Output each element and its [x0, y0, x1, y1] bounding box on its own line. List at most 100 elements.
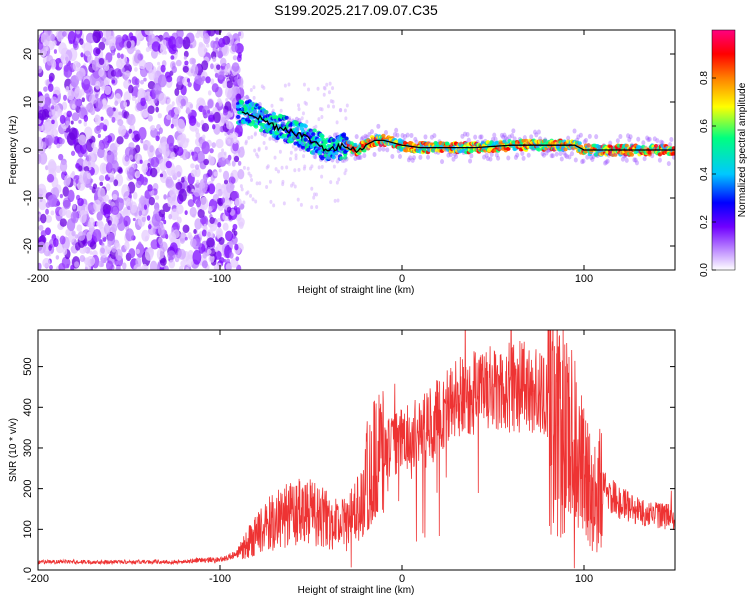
heatmap-cell: [536, 147, 542, 152]
heatmap-cell: [558, 151, 563, 157]
heatmap-cell: [273, 155, 277, 160]
heatmap-cell: [294, 116, 299, 122]
heatmap-cell: [289, 150, 293, 155]
heatmap-cell: [144, 247, 154, 261]
heatmap-cell: [299, 202, 303, 207]
heatmap-cell: [135, 243, 145, 258]
heatmap-cell: [258, 128, 264, 133]
heatmap-cell: [48, 111, 52, 116]
heatmap-cell: [215, 189, 219, 195]
heatmap-cell: [266, 164, 270, 169]
heatmap-cell: [222, 170, 230, 181]
heatmap-cell: [182, 65, 189, 73]
heatmap-cell: [96, 221, 100, 227]
heatmap-cell: [170, 151, 176, 160]
heatmap-cell: [98, 260, 104, 268]
spectrogram-y-axis-label: Frequency (Hz): [8, 116, 19, 185]
heatmap-cell: [141, 163, 149, 173]
heatmap-cell: [195, 199, 202, 208]
heatmap-cell: [344, 136, 349, 141]
heatmap-cell: [645, 135, 650, 141]
heatmap-cell: [147, 115, 153, 122]
heatmap-cell: [175, 181, 183, 190]
heatmap-cell: [125, 228, 135, 242]
heatmap-cell: [159, 158, 167, 172]
heatmap-cell: [183, 56, 187, 60]
heatmap-cell: [251, 197, 255, 202]
heatmap-cell: [107, 240, 112, 247]
heatmap-cell: [138, 89, 146, 99]
heatmap-cell: [205, 76, 211, 84]
heatmap-cell: [141, 216, 147, 223]
heatmap-cell: [114, 100, 119, 106]
heatmap-cell: [77, 231, 86, 241]
heatmap-cell: [217, 157, 227, 168]
heatmap-cell: [182, 224, 190, 233]
heatmap-cell: [167, 115, 172, 121]
heatmap-cell: [671, 151, 675, 156]
heatmap-cell: [224, 131, 228, 136]
heatmap-cell: [668, 142, 673, 148]
heatmap-cell: [123, 91, 131, 104]
heatmap-cell: [132, 191, 138, 200]
heatmap-cell: [462, 131, 467, 137]
heatmap-cell: [187, 232, 192, 239]
heatmap-cell: [432, 133, 437, 139]
heatmap-cell: [406, 157, 411, 163]
heatmap-cell: [510, 133, 515, 139]
heatmap-cell: [157, 74, 167, 88]
heatmap-cell: [496, 155, 501, 161]
heatmap-cell: [62, 186, 70, 197]
heatmap-cell: [118, 111, 122, 116]
heatmap-cell: [216, 230, 222, 238]
heatmap-cell: [253, 124, 259, 129]
heatmap-cell: [163, 219, 167, 225]
heatmap-cell: [252, 95, 256, 100]
heatmap-cell: [122, 67, 126, 73]
heatmap-cell: [544, 150, 549, 156]
heatmap-cell: [257, 101, 262, 107]
heatmap-cell: [310, 205, 314, 210]
heatmap-cell: [72, 203, 77, 210]
heatmap-cell: [493, 136, 498, 142]
spectrogram-ridge-line: [241, 111, 675, 154]
heatmap-cell: [185, 107, 191, 115]
heatmap-cell: [329, 180, 333, 185]
heatmap-cell: [98, 57, 105, 66]
heatmap-cell: [225, 140, 229, 145]
heatmap-cell: [482, 154, 487, 160]
heatmap-cell: [172, 229, 180, 239]
heatmap-cell: [293, 168, 297, 173]
heatmap-cell: [86, 231, 93, 241]
heatmap-cell: [211, 205, 215, 210]
heatmap-cell: [485, 156, 490, 162]
heatmap-cell: [582, 139, 587, 145]
heatmap-cell: [249, 88, 253, 93]
heatmap-cell: [127, 205, 131, 210]
heatmap-cell: [426, 154, 431, 160]
heatmap-cell: [412, 155, 417, 161]
heatmap-cell: [63, 178, 71, 187]
heatmap-cell: [331, 138, 336, 143]
heatmap-cell: [151, 41, 161, 52]
heatmap-cell: [92, 229, 102, 242]
heatmap-cell: [184, 210, 188, 216]
heatmap-cell: [47, 159, 57, 174]
heatmap-cell: [113, 216, 119, 226]
heatmap-cell: [287, 82, 291, 87]
heatmap-cell: [629, 152, 635, 157]
heatmap-cell: [115, 248, 123, 261]
heatmap-cell: [501, 134, 506, 140]
heatmap-cell: [605, 158, 610, 164]
heatmap-cell: [158, 236, 163, 246]
heatmap-cell: [245, 95, 249, 100]
heatmap-cell: [120, 53, 124, 59]
heatmap-cell: [225, 263, 233, 270]
heatmap-cell: [59, 235, 66, 245]
heatmap-cell: [211, 83, 219, 93]
heatmap-cell: [99, 245, 109, 258]
heatmap-cell: [38, 152, 48, 165]
heatmap-cell: [484, 152, 489, 158]
heatmap-cell: [159, 266, 165, 270]
heatmap-cell: [316, 86, 320, 91]
